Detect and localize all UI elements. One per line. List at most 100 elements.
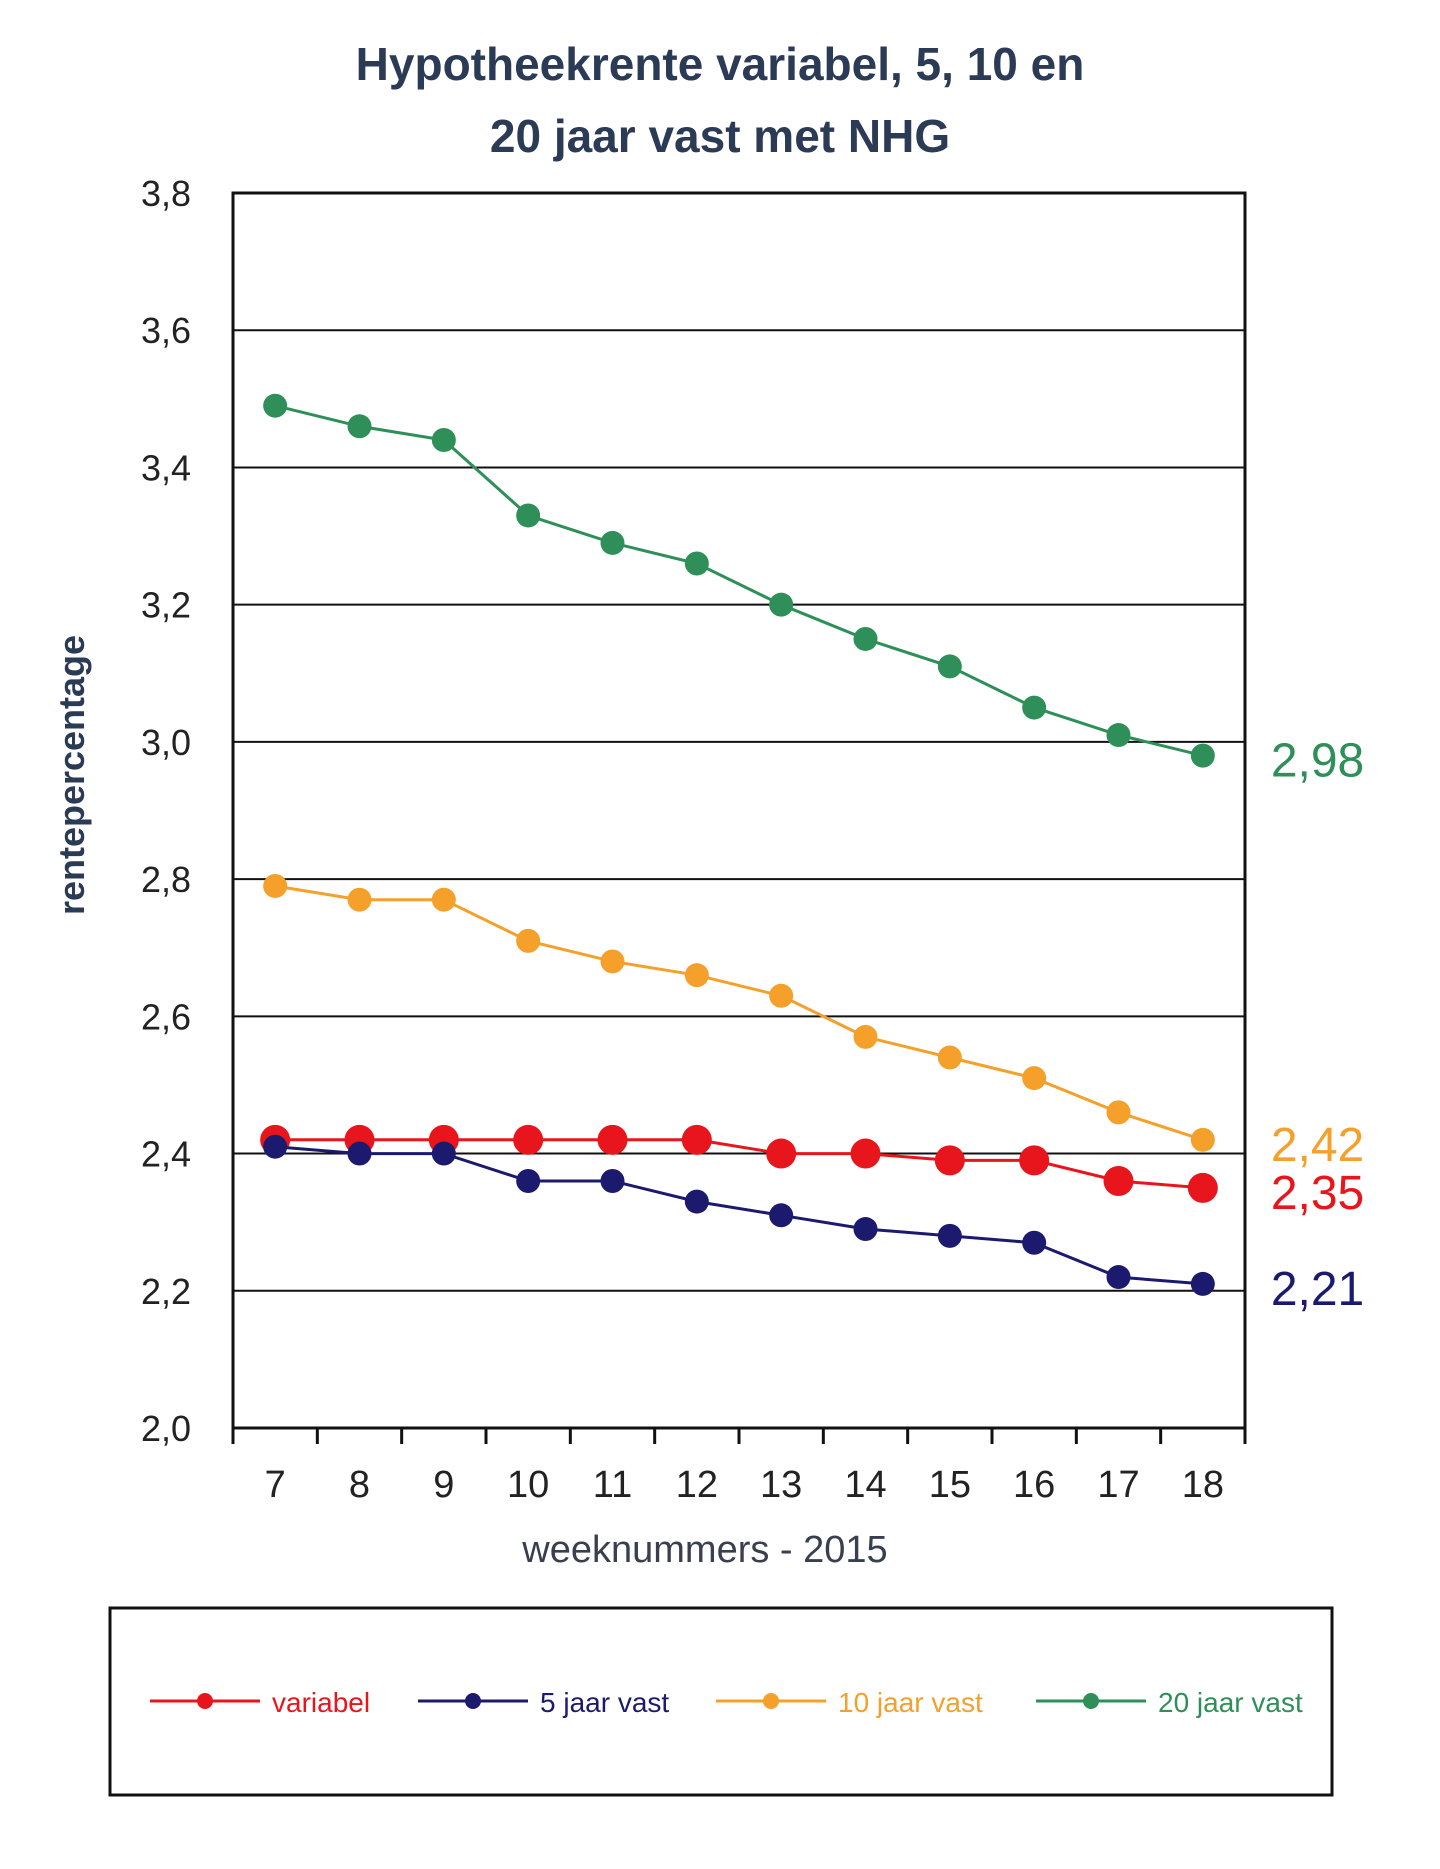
series-line [274, 884, 1204, 1142]
data-point [600, 949, 625, 974]
end-label-10-jaar-vast: 2,42 [1271, 1119, 1364, 1172]
data-point [850, 1138, 881, 1169]
data-point [1190, 1271, 1215, 1296]
x-tick-label: 7 [265, 1464, 286, 1506]
y-tick-label: 3,8 [141, 173, 191, 214]
legend-item-10-jaar-vast: 10 jaar vast [716, 1687, 983, 1718]
data-point [684, 963, 709, 988]
data-point [853, 626, 878, 651]
series-line [274, 404, 1204, 758]
data-point [263, 873, 288, 898]
data-point [1106, 1100, 1131, 1125]
data-point [934, 1145, 965, 1176]
y-tick-label: 3,2 [141, 585, 191, 626]
x-tick-label: 15 [929, 1464, 971, 1506]
data-point [1106, 723, 1131, 748]
data-point [431, 428, 456, 452]
end-label-variabel: 2,35 [1271, 1167, 1364, 1220]
data-point [769, 983, 794, 1008]
data-point [769, 1203, 794, 1228]
series-variabel [260, 1124, 1218, 1203]
plot-area-border [231, 191, 1247, 1430]
data-point [853, 1024, 878, 1049]
series-group [260, 393, 1218, 1296]
chart-title: Hypotheekrente variabel, 5, 10 en 20 jaa… [356, 38, 1085, 162]
y-tick-label: 2,6 [141, 996, 191, 1037]
data-point [431, 1141, 456, 1166]
data-point [516, 928, 541, 953]
data-point [769, 592, 794, 617]
data-point [1022, 1066, 1047, 1091]
legend-swatch-marker [197, 1693, 213, 1709]
series-20-jaar-vast [263, 393, 1215, 768]
x-tick-label: 16 [1013, 1464, 1055, 1506]
end-label-5-jaar-vast: 2,21 [1271, 1263, 1364, 1316]
data-point [347, 414, 372, 439]
chart-title-line-1: Hypotheekrente variabel, 5, 10 en [356, 38, 1085, 90]
y-tick-label: 3,6 [141, 310, 191, 351]
x-tick-label: 18 [1182, 1464, 1224, 1506]
legend-swatch-marker [763, 1693, 779, 1709]
y-tick-label: 2,4 [141, 1134, 191, 1175]
x-tick-label: 13 [760, 1464, 802, 1506]
chart-title-line-2: 20 jaar vast met NHG [490, 110, 950, 162]
data-point [1187, 1172, 1218, 1203]
data-point [431, 887, 456, 912]
y-tick-labels: 2,0 2,2 2,4 2,6 2,8 3,0 3,2 3,4 3,6 3,8 [141, 173, 191, 1449]
data-point [1022, 695, 1047, 720]
legend-item-5-jaar-vast: 5 jaar vast [418, 1687, 669, 1718]
series-5-jaar-vast [263, 1134, 1215, 1296]
y-tick-label: 2,8 [141, 859, 191, 900]
series-line [275, 1138, 1203, 1190]
legend-item-20-jaar-vast: 20 jaar vast [1036, 1687, 1303, 1718]
data-point [597, 1124, 628, 1155]
data-point [1106, 1265, 1131, 1290]
data-point [684, 1189, 709, 1214]
data-point [600, 530, 625, 555]
data-point [516, 1169, 541, 1193]
data-point [1190, 1127, 1215, 1152]
data-point [684, 551, 709, 576]
data-point [937, 1045, 962, 1070]
series-10-jaar-vast [263, 873, 1215, 1152]
legend-label: variabel [272, 1687, 370, 1718]
data-point [1103, 1166, 1134, 1196]
x-tick-marks [231, 1428, 1247, 1444]
legend-swatch-marker [465, 1693, 481, 1709]
x-tick-labels: 7 8 9 10 11 12 13 14 15 16 17 18 [265, 1464, 1224, 1506]
legend-label: 5 jaar vast [540, 1687, 669, 1718]
x-tick-label: 8 [349, 1464, 370, 1506]
y-axis-label: rentepercentage [51, 635, 92, 915]
legend-label: 20 jaar vast [1158, 1687, 1303, 1718]
end-value-labels: 2,35 2,21 2,42 2,98 [1271, 735, 1364, 1316]
data-point [1019, 1145, 1050, 1176]
x-tick-label: 12 [676, 1464, 718, 1506]
x-tick-label: 10 [507, 1464, 549, 1506]
series-line [275, 1145, 1203, 1286]
legend-swatch-marker [1083, 1693, 1099, 1709]
y-tick-label: 2,0 [141, 1408, 191, 1449]
data-point [516, 503, 541, 528]
legend-label: 10 jaar vast [838, 1687, 983, 1718]
data-point [347, 887, 372, 912]
data-point [766, 1138, 797, 1169]
end-label-20-jaar-vast: 2,98 [1271, 735, 1364, 788]
x-tick-label: 14 [844, 1464, 886, 1506]
legend-items: variabel 5 jaar vast 10 jaar vast 20 jaar v… [150, 1687, 1303, 1718]
data-point [1022, 1230, 1047, 1255]
data-point [681, 1124, 712, 1155]
legend-item-variabel: variabel [150, 1687, 370, 1718]
y-tick-label: 2,2 [141, 1271, 191, 1312]
data-point [263, 1134, 288, 1159]
x-axis-label: weeknummers - 2015 [521, 1529, 887, 1571]
data-point [347, 1141, 372, 1166]
data-point [600, 1169, 625, 1193]
data-point [1190, 743, 1215, 768]
y-tick-label: 3,4 [141, 447, 191, 488]
data-point [513, 1124, 544, 1155]
data-point [263, 393, 288, 418]
y-tick-label: 3,0 [141, 722, 191, 763]
data-point [937, 654, 962, 679]
x-tick-label: 11 [593, 1464, 632, 1506]
